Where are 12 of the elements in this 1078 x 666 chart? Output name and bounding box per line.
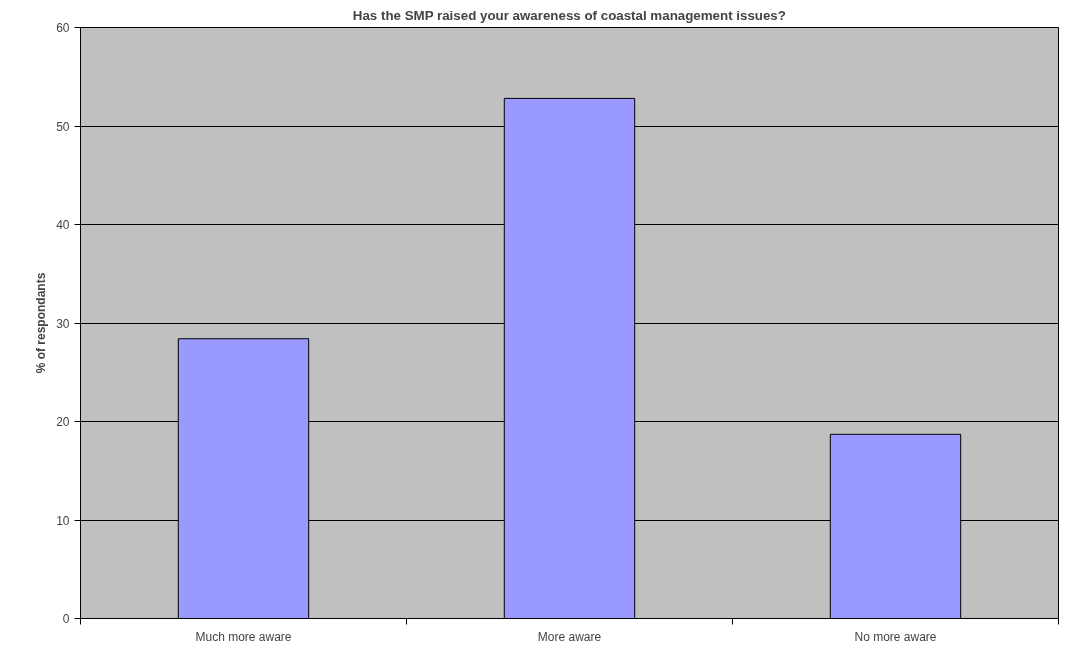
- x-tick-label: More aware: [537, 629, 602, 644]
- x-tick-label: Much more aware: [195, 629, 292, 644]
- y-tick-label: 40: [56, 218, 70, 232]
- x-tick-label: No more aware: [854, 629, 937, 644]
- y-tick-label: 60: [56, 21, 70, 35]
- y-tick-label: 30: [56, 316, 70, 331]
- y-tick-label: 0: [62, 612, 70, 626]
- y-axis-title: % of respondants: [34, 272, 49, 374]
- y-tick-label: 20: [56, 415, 70, 429]
- y-tick-label: 50: [56, 119, 70, 134]
- chart-title: Has the SMP raised your awareness of coastal management issues?: [352, 7, 786, 23]
- y-tick-label: 10: [56, 513, 70, 528]
